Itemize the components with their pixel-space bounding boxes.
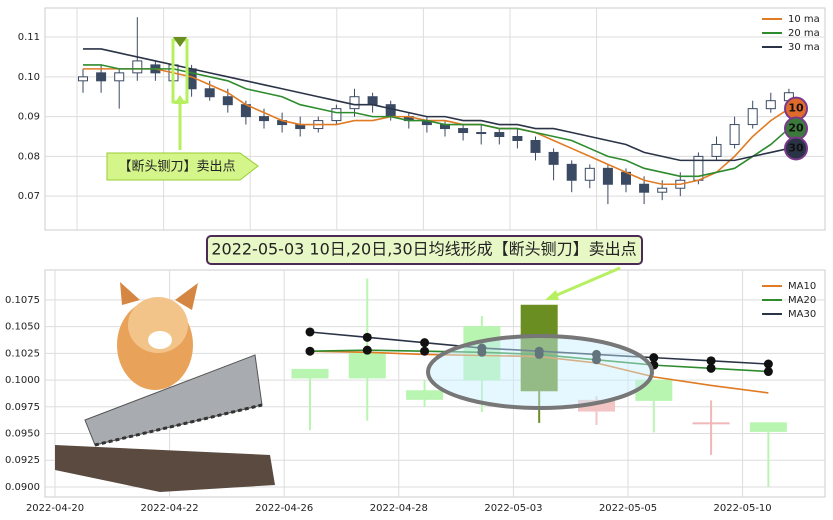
candle-body bbox=[692, 422, 730, 425]
candle-body bbox=[132, 60, 143, 74]
candle-body bbox=[584, 167, 595, 181]
candle-body bbox=[291, 368, 329, 379]
y-tick-label: 0.0950 bbox=[5, 429, 40, 440]
candle-body bbox=[259, 116, 269, 122]
dog-ear bbox=[175, 283, 198, 310]
candle-body bbox=[406, 390, 444, 400]
x-tick-label: 2022-04-20 bbox=[26, 503, 84, 514]
y-tick-label: 0.0975 bbox=[5, 402, 40, 413]
annotation-text: 【断头铡刀】卖出点 bbox=[118, 160, 235, 175]
candle-body bbox=[729, 124, 740, 145]
legend-label: MA20 bbox=[788, 295, 816, 306]
candle-body bbox=[548, 151, 559, 165]
y-tick-label: 0.0900 bbox=[5, 482, 40, 493]
ma-dot bbox=[649, 353, 659, 363]
candle-body bbox=[512, 136, 523, 141]
legend-label: 20 ma bbox=[788, 28, 820, 39]
candle-body bbox=[385, 104, 396, 118]
x-tick-label: 2022-05-03 bbox=[484, 503, 542, 514]
illustration bbox=[55, 282, 275, 492]
annotation-box bbox=[106, 152, 259, 181]
highlight-ellipse bbox=[426, 334, 654, 410]
y-tick-label: 0.0925 bbox=[5, 455, 40, 466]
ma-dot bbox=[420, 338, 430, 348]
y-tick-label: 0.07 bbox=[18, 191, 40, 202]
block bbox=[55, 445, 275, 492]
candle-body bbox=[458, 128, 469, 134]
y-tick-label: 0.11 bbox=[18, 32, 40, 43]
x-tick-label: 2022-04-28 bbox=[370, 503, 428, 514]
dog-muzzle bbox=[148, 331, 172, 349]
x-tick-label: 2022-04-22 bbox=[141, 503, 199, 514]
candle-body bbox=[96, 72, 107, 82]
ma-dot bbox=[420, 346, 430, 356]
candle-body bbox=[494, 132, 505, 138]
ma-dot bbox=[305, 327, 315, 337]
ma-dot bbox=[362, 345, 372, 355]
candle-body bbox=[204, 88, 215, 98]
y-tick-label: 0.08 bbox=[18, 151, 40, 162]
ma-badge bbox=[784, 136, 808, 161]
x-tick-label: 2022-05-05 bbox=[599, 503, 657, 514]
ma-dot bbox=[362, 332, 372, 342]
banner-arrow bbox=[549, 266, 621, 300]
candle-body bbox=[114, 72, 125, 82]
ma-line bbox=[83, 64, 790, 178]
candle-body bbox=[747, 108, 758, 126]
ma-badge-label: 30 bbox=[788, 141, 804, 154]
ma-dot bbox=[763, 359, 773, 369]
blade-teeth bbox=[94, 403, 263, 447]
candle-body bbox=[602, 167, 613, 185]
candle-body bbox=[331, 108, 342, 122]
ma-line bbox=[83, 68, 790, 186]
y-tick-label: 0.1025 bbox=[5, 348, 40, 359]
candle-body bbox=[349, 96, 360, 110]
ma-dot bbox=[706, 363, 716, 373]
banner-box bbox=[206, 235, 643, 265]
candle-body bbox=[348, 352, 386, 379]
ma-line bbox=[83, 48, 790, 162]
legend-label: 30 ma bbox=[788, 42, 820, 53]
signal-triangle bbox=[173, 37, 187, 47]
y-tick-label: 0.1050 bbox=[5, 322, 40, 333]
ma-dot bbox=[591, 349, 601, 359]
banner-title: 2022-05-03 10日,20日,30日均线形成【断头铡刀】卖出点 bbox=[211, 240, 636, 259]
ma-dot bbox=[305, 346, 315, 356]
x-tick-label: 2022-04-26 bbox=[255, 503, 313, 514]
candle-body bbox=[639, 183, 650, 193]
signal-arrow-head bbox=[174, 95, 186, 104]
ma-dot bbox=[534, 346, 544, 356]
y-tick-label: 0.09 bbox=[18, 112, 40, 123]
ma-dot bbox=[706, 356, 716, 366]
banner-arrow-head bbox=[545, 290, 559, 300]
legend-label: 10 ma bbox=[788, 14, 820, 25]
candle-body bbox=[749, 422, 787, 432]
dog-head bbox=[128, 297, 188, 353]
top-chart: 0.07 0.08 0.09 0.10 0.11 10 ma 20 ma 30 ma 10 20 3… bbox=[18, 8, 825, 230]
y-tick-label: 0.10 bbox=[18, 72, 40, 83]
legend-label: MA30 bbox=[788, 309, 816, 320]
ma-dot bbox=[763, 367, 773, 377]
x-tick-label: 2022-05-10 bbox=[714, 503, 772, 514]
ma-badge-label: 20 bbox=[788, 122, 804, 135]
candle-body bbox=[566, 163, 577, 181]
y-tick-label: 0.1000 bbox=[5, 375, 40, 386]
candle-body bbox=[711, 143, 722, 157]
candle-body bbox=[476, 132, 487, 135]
top-plot-frame bbox=[44, 7, 826, 231]
candle-body bbox=[367, 96, 378, 106]
ma-dot bbox=[477, 343, 487, 353]
ma-badge-label: 10 bbox=[788, 102, 804, 115]
candle-body bbox=[78, 76, 88, 82]
candle-body bbox=[530, 139, 541, 153]
candle-body bbox=[765, 100, 776, 110]
dog-ear bbox=[120, 282, 140, 305]
candle-body bbox=[657, 187, 668, 193]
legend-label: MA10 bbox=[788, 281, 816, 292]
candle-body bbox=[222, 96, 233, 106]
y-tick-label: 0.1075 bbox=[5, 295, 40, 306]
